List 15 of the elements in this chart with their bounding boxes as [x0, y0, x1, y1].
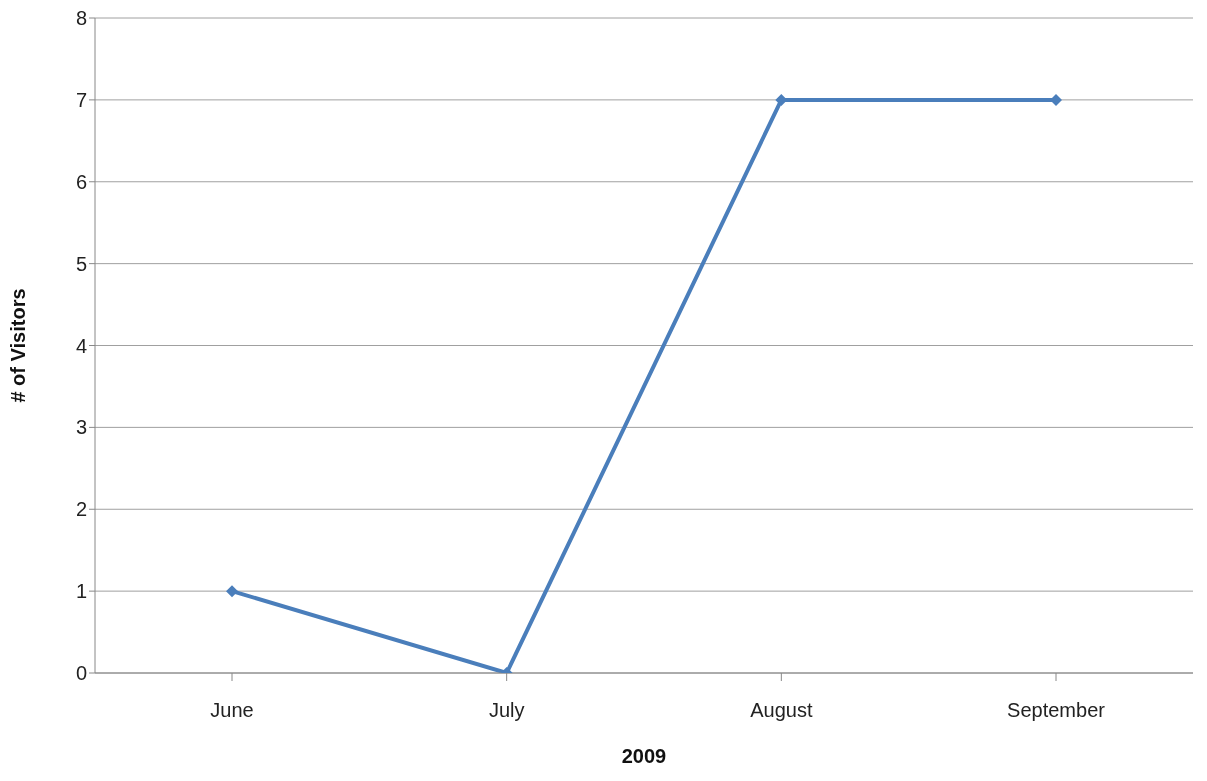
- y-tick-label: 1: [75, 580, 87, 603]
- y-tick-label: 4: [75, 334, 87, 357]
- y-tick-label: 3: [75, 416, 87, 439]
- x-tick-label: August: [750, 699, 813, 722]
- y-tick-label: 0: [75, 662, 87, 685]
- x-tick-label: September: [1007, 699, 1106, 722]
- y-tick-label: 5: [75, 252, 87, 275]
- x-tick-label: June: [210, 699, 254, 722]
- x-axis-title: 2009: [621, 745, 667, 767]
- y-tick-label: 8: [75, 7, 87, 30]
- y-tick-label: 7: [75, 88, 87, 111]
- y-axis-title: # of Visitors: [7, 288, 30, 403]
- y-tick-label: 6: [75, 170, 87, 193]
- x-tick-label: July: [488, 699, 525, 722]
- y-tick-label: 2: [75, 498, 87, 521]
